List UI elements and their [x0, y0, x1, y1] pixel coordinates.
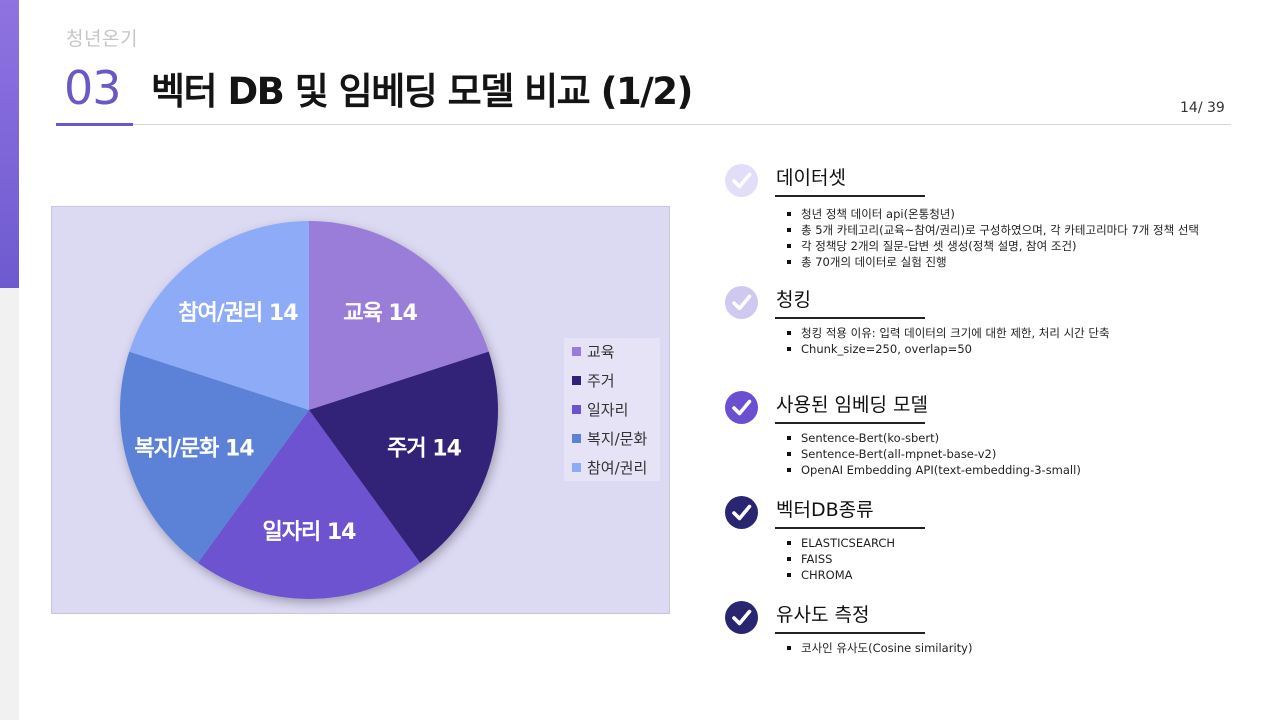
- list-item: ELASTICSEARCH: [787, 535, 895, 551]
- list-item: 각 정책당 2개의 질문-답변 셋 생성(정책 설명, 참여 조건): [787, 238, 1199, 254]
- legend-label: 참여/권리: [587, 458, 648, 477]
- legend-label: 일자리: [587, 400, 629, 419]
- page-indicator: 14/ 39: [1180, 100, 1225, 116]
- pie-data-label: 참여/권리 14: [178, 301, 298, 326]
- page-title: 벡터 DB 및 임베딩 모델 비교 (1/2): [151, 70, 693, 113]
- legend-label: 교육: [587, 342, 615, 361]
- list-item: Sentence-Bert(all-mpnet-base-v2): [787, 446, 1081, 462]
- legend-item: 복지/문화: [572, 428, 647, 448]
- list-item: 총 70개의 데이터로 실험 진행: [787, 254, 1199, 270]
- section-title: 사용된 임베딩 모델: [776, 394, 928, 416]
- section-title-underline: [775, 527, 925, 529]
- section-title: 청킹: [776, 289, 811, 311]
- section-number-underline: [56, 123, 133, 126]
- pie-slice: [120, 351, 309, 563]
- legend-swatch: [572, 375, 581, 385]
- pie-chart: 교육 14 주거 14 일자리 14 복지/문화 14 참여/권리 14: [120, 221, 498, 599]
- list-item: 총 5개 카테고리(교육~참여/권리)로 구성하였으며, 각 카테고리마다 7개…: [787, 222, 1199, 238]
- pie-slice: [197, 410, 421, 599]
- check-circle-icon: [725, 601, 758, 634]
- pie-data-label: 교육 14: [343, 301, 417, 326]
- brand-name: 청년온기: [66, 28, 138, 50]
- chart-legend: 교육 주거 일자리 복지/문화 참여/권리: [564, 338, 660, 481]
- section-title-underline: [775, 632, 925, 634]
- section-title-underline: [775, 195, 925, 197]
- pie-slice: [309, 221, 489, 410]
- bullet-list: ELASTICSEARCH FAISS CHROMA: [787, 535, 895, 583]
- legend-swatch: [572, 462, 581, 472]
- list-item: FAISS: [787, 551, 895, 567]
- legend-item: 일자리: [572, 399, 628, 419]
- legend-item: 주거: [572, 370, 615, 390]
- pie-data-label: 주거 14: [387, 436, 461, 461]
- list-item: OpenAI Embedding API(text-embedding-3-sm…: [787, 462, 1081, 478]
- list-item: 청킹 적용 이유: 입력 데이터의 크기에 대한 제한, 처리 시간 단축: [787, 325, 1110, 341]
- header-rule: [133, 124, 1231, 125]
- pie-slice: [129, 221, 309, 410]
- bullet-list: 청킹 적용 이유: 입력 데이터의 크기에 대한 제한, 처리 시간 단축 Ch…: [787, 325, 1110, 357]
- section-title: 벡터DB종류: [776, 499, 874, 521]
- section-number: 03: [64, 61, 122, 115]
- pie-data-label: 일자리 14: [263, 520, 357, 545]
- bullet-list: 코사인 유사도(Cosine similarity): [787, 640, 972, 656]
- list-item: CHROMA: [787, 567, 895, 583]
- legend-swatch: [572, 433, 581, 443]
- legend-label: 복지/문화: [587, 429, 648, 448]
- list-item: Sentence-Bert(ko-sbert): [787, 430, 1081, 446]
- legend-item: 교육: [572, 341, 615, 361]
- list-item: 코사인 유사도(Cosine similarity): [787, 640, 972, 656]
- check-circle-icon: [725, 286, 758, 319]
- section-title-underline: [775, 422, 925, 424]
- legend-swatch: [572, 346, 581, 356]
- section-title-underline: [775, 317, 925, 319]
- pie-slice: [309, 351, 498, 563]
- legend-label: 주거: [587, 371, 615, 390]
- section-title: 유사도 측정: [776, 604, 870, 626]
- left-accent-bar: [0, 0, 19, 288]
- list-item: 청년 정책 데이터 api(온통청년): [787, 206, 1199, 222]
- legend-swatch: [572, 404, 581, 414]
- pie-data-label: 복지/문화 14: [134, 436, 254, 461]
- bullet-list: Sentence-Bert(ko-sbert) Sentence-Bert(al…: [787, 430, 1081, 478]
- bullet-list: 청년 정책 데이터 api(온통청년) 총 5개 카테고리(교육~참여/권리)로…: [787, 206, 1199, 270]
- check-circle-icon: [725, 496, 758, 529]
- check-circle-icon: [725, 391, 758, 424]
- list-item: Chunk_size=250, overlap=50: [787, 341, 1110, 357]
- legend-item: 참여/권리: [572, 457, 647, 477]
- check-circle-icon: [725, 164, 758, 197]
- section-title: 데이터셋: [776, 167, 846, 189]
